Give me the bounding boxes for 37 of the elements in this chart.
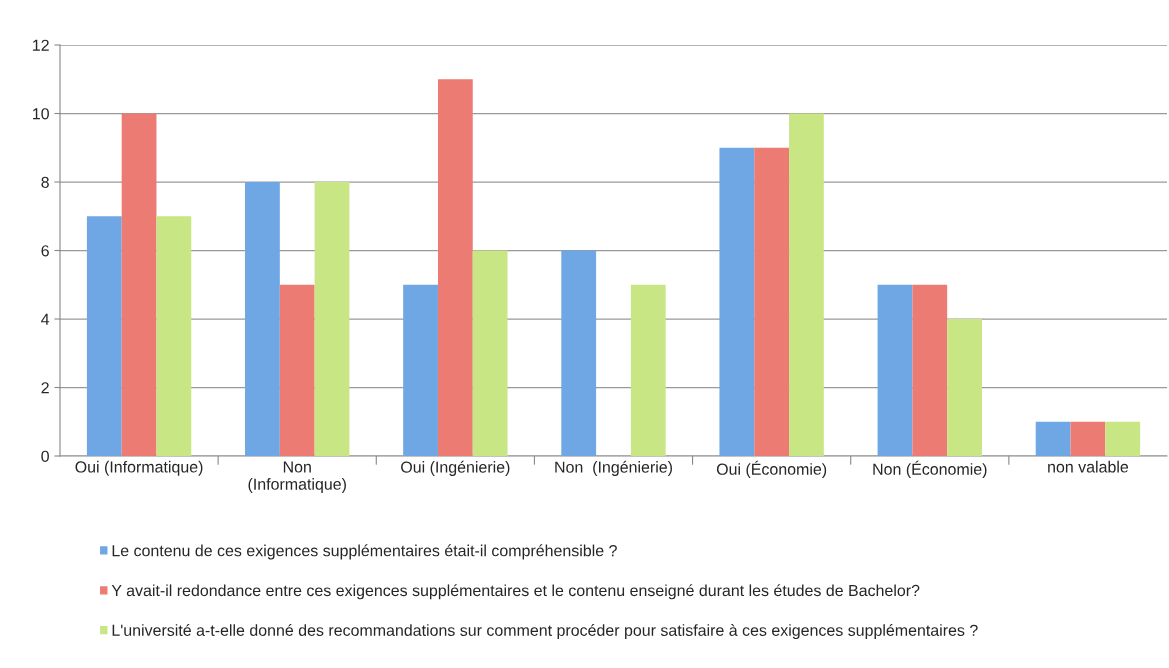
- x-tick-label: Oui (Économie): [716, 460, 827, 479]
- x-tick-label: Oui (Informatique): [75, 460, 203, 476]
- bar: [86, 216, 122, 456]
- y-tick-label: 10: [33, 108, 49, 120]
- bar: [1035, 421, 1071, 456]
- x-tick-label: Oui (Ingénierie): [401, 460, 510, 476]
- bar: [279, 284, 315, 456]
- bar: [561, 250, 597, 456]
- bar: [121, 113, 157, 456]
- bar: [912, 284, 948, 456]
- bar: [719, 147, 755, 456]
- legend-label: Le contenu de ces exigences supplémentaires était-il compréhensible ?: [112, 544, 617, 560]
- x-tick-label: Non (Informatique): [248, 461, 346, 493]
- legend-label: Y avait-il redondance entre ces exigences supplémentaires et le contenu enseigné durant les études de Bachelor?: [111, 584, 920, 600]
- bar: [877, 284, 913, 456]
- bar: [1070, 421, 1106, 456]
- x-tick-label: non valable: [1048, 460, 1129, 473]
- x-tick-label: Non (Économie): [873, 460, 987, 479]
- bar: [472, 250, 508, 456]
- y-tick-label: 6: [41, 245, 49, 257]
- legend-label: L'université a-t-elle donné des recommandations sur comment procéder pour satisfaire à ces exigences supplémentaires ?: [112, 624, 978, 640]
- y-tick-label: 12: [33, 39, 49, 51]
- y-tick-label: 0: [41, 450, 49, 462]
- bar: [314, 182, 350, 456]
- bar: [403, 284, 438, 456]
- bar: [754, 147, 790, 456]
- y-tick-label: 8: [41, 176, 49, 188]
- x-tick-label: Non (Ingénierie): [555, 460, 672, 476]
- bar: [156, 216, 192, 456]
- bar: [245, 182, 280, 456]
- y-tick-label: 2: [41, 382, 49, 394]
- bar: [1105, 421, 1141, 456]
- bar: [630, 284, 666, 456]
- bar: [789, 113, 824, 456]
- y-tick-label: 4: [41, 313, 50, 325]
- bar: [947, 319, 982, 456]
- bar: [437, 79, 473, 456]
